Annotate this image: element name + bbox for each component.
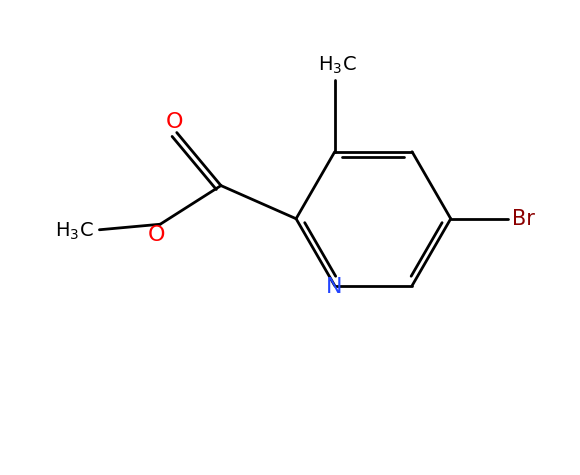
- Text: O: O: [148, 225, 166, 245]
- Text: $\mathdefault{H_3C}$: $\mathdefault{H_3C}$: [318, 55, 356, 76]
- Text: N: N: [325, 277, 342, 297]
- Text: $\mathdefault{H_3C}$: $\mathdefault{H_3C}$: [55, 220, 94, 241]
- Text: Br: Br: [512, 209, 534, 229]
- Text: O: O: [166, 112, 183, 132]
